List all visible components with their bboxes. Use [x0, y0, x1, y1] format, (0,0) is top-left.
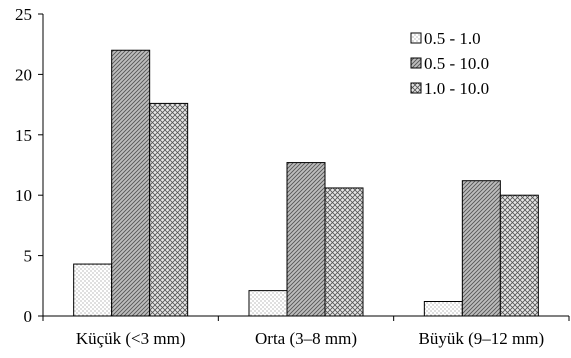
bar — [73, 263, 113, 317]
y-tick-label: 10 — [15, 186, 32, 205]
category-label: Küçük (<3 mm) — [76, 329, 186, 348]
bar — [324, 187, 364, 317]
legend-label: 0.5 - 10.0 — [424, 54, 489, 73]
y-tick-label: 15 — [15, 126, 32, 145]
y-tick-label: 5 — [24, 247, 33, 266]
bar — [423, 301, 463, 317]
bar — [111, 49, 151, 317]
bar — [499, 194, 539, 317]
bar — [286, 162, 326, 317]
y-tick-label: 25 — [15, 5, 32, 24]
legend-swatch — [410, 82, 422, 94]
category-label: Büyük (9–12 mm) — [419, 329, 545, 348]
category-labels: Küçük (<3 mm) Orta (3–8 mm) Büyük (9–12 mm… — [76, 329, 544, 348]
legend-label: 1.0 - 10.0 — [424, 79, 489, 98]
legend: 0.5 - 1.0 0.5 - 10.0 1.0 - 10.0 — [410, 29, 489, 98]
legend-swatch — [410, 57, 422, 69]
y-tick-label: 20 — [15, 65, 32, 84]
legend-label: 0.5 - 1.0 — [424, 29, 481, 48]
bars-group — [73, 49, 539, 317]
legend-swatch — [410, 32, 422, 44]
bar — [248, 290, 288, 317]
bar — [149, 102, 189, 317]
y-tick-label: 0 — [24, 307, 33, 326]
category-label: Orta (3–8 mm) — [255, 329, 357, 348]
bar — [461, 180, 501, 317]
